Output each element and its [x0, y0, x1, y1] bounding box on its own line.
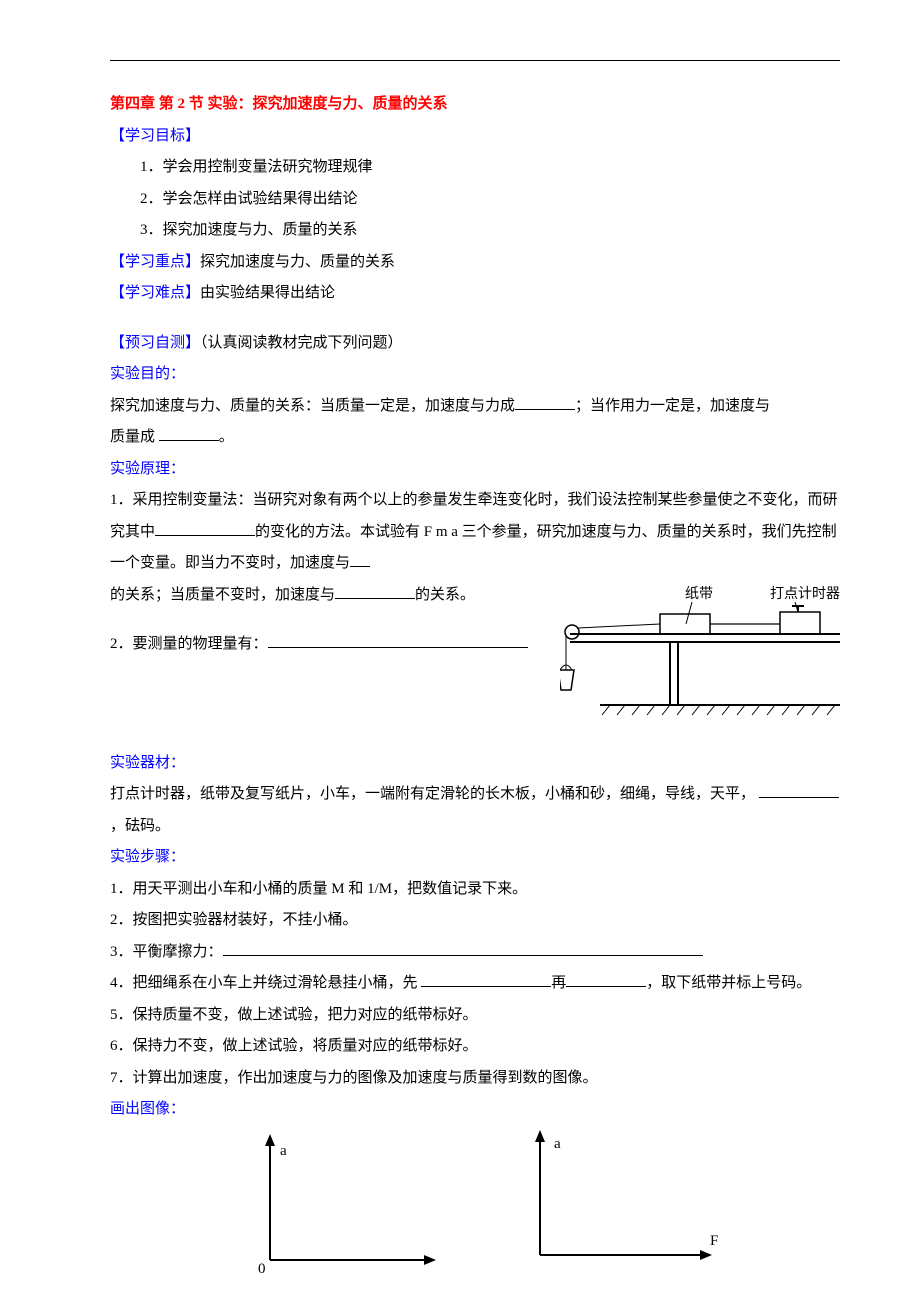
- blank: [268, 632, 528, 648]
- step-4: 4．把细绳系在小车上并绕过滑轮悬挂小桶，先 再 ，取下纸带并标上号码。: [110, 968, 840, 1000]
- blank: [335, 583, 415, 599]
- step-3: 3．平衡摩擦力：: [110, 937, 840, 969]
- step-4a: 4．把细绳系在小车上并绕过滑轮悬挂小桶，先: [110, 975, 421, 991]
- chart-a-left: a 0: [240, 1130, 440, 1275]
- step-7: 7．计算出加速度，作出加速度与力的图像及加速度与质量得到数的图像。: [110, 1063, 840, 1095]
- step-1: 1．用天平测出小车和小桶的质量 M 和 1/M，把数值记录下来。: [110, 874, 840, 906]
- spacer: [110, 310, 840, 328]
- timer-label: 打点计时器: [770, 585, 840, 602]
- step-2: 2．按图把实验器材装好，不挂小桶。: [110, 905, 840, 937]
- aim-p1: 探究加速度与力、质量的关系：当质量一定是，加速度与力成: [110, 398, 515, 414]
- difficulty-header: 【学习难点】: [110, 285, 200, 301]
- aim-p3: 质量成: [110, 429, 159, 445]
- principle-text: 1．采用控制变量法：当研究对象有两个以上的参量发生牵连变化时，我们设法控制某些参…: [110, 485, 840, 580]
- blank: [350, 551, 370, 567]
- aim-text: 探究加速度与力、质量的关系：当质量一定是，加速度与力成 ；当作用力一定是，加速度与: [110, 391, 840, 423]
- blank: [566, 971, 646, 987]
- difficulty-row: 【学习难点】由实验结果得出结论: [110, 278, 840, 310]
- chapter-title: 第四章 第 2 节 实验：探究加速度与力、质量的关系: [110, 89, 840, 121]
- blank: [759, 782, 839, 798]
- aim-p2: ；当作用力一定是，加速度与: [575, 398, 770, 414]
- measure-text: 2．要测量的物理量有：: [110, 636, 268, 652]
- top-rule: [110, 60, 840, 61]
- objectives-header: 【学习目标】: [110, 121, 840, 153]
- chart-left-ylabel: a: [280, 1143, 287, 1159]
- draw-label: 画出图像：: [110, 1094, 840, 1126]
- objective-item: 1．学会用控制变量法研究物理规律: [110, 152, 840, 184]
- blank: [421, 971, 551, 987]
- blank: [155, 520, 255, 536]
- preview-note: （认真阅读教材完成下列问题）: [200, 335, 403, 351]
- apparatus-text: 打点计时器，纸带及复写纸片，小车，一端附有定滑轮的长木板，小桶和砂，细绳，导线，…: [110, 779, 840, 842]
- tape-label: 纸带: [685, 586, 713, 602]
- charts-row: a 0 a F: [110, 1130, 840, 1275]
- steps-label: 实验步骤：: [110, 842, 840, 874]
- principle-p3: 的关系；当质量不变时，加速度与: [110, 587, 335, 603]
- principle-p4: 的关系。: [415, 587, 475, 603]
- keypoint-text: 探究加速度与力、质量的关系: [200, 254, 395, 270]
- step-4b: 再: [551, 975, 566, 991]
- chart-right-xlabel: F: [710, 1233, 718, 1249]
- aim-text-2: 质量成 。: [110, 422, 840, 454]
- chart-a-right: a F: [520, 1130, 720, 1275]
- aim-label: 实验目的：: [110, 359, 840, 391]
- apparatus-svg: 纸带 打点计时器: [560, 580, 840, 740]
- objective-item: 2．学会怎样由试验结果得出结论: [110, 184, 840, 216]
- preview-row: 【预习自测】（认真阅读教材完成下列问题）: [110, 328, 840, 360]
- step-3a: 3．平衡摩擦力：: [110, 944, 223, 960]
- aim-p4: 。: [219, 429, 234, 445]
- preview-header: 【预习自测】: [110, 335, 200, 351]
- blank: [223, 940, 703, 956]
- apparatus-p1: 打点计时器，纸带及复写纸片，小车，一端附有定滑轮的长木板，小桶和砂，细绳，导线，…: [110, 786, 759, 802]
- step-4c: ，取下纸带并标上号码。: [646, 975, 811, 991]
- apparatus-p2: ，砝码。: [110, 818, 170, 834]
- apparatus-figure: 纸带 打点计时器: [560, 580, 840, 740]
- keypoint-row: 【学习重点】探究加速度与力、质量的关系: [110, 247, 840, 279]
- blank: [515, 394, 575, 410]
- objective-item: 3．探究加速度与力、质量的关系: [110, 215, 840, 247]
- chart-left-origin: 0: [258, 1261, 266, 1275]
- principle-label: 实验原理：: [110, 454, 840, 486]
- page: 第四章 第 2 节 实验：探究加速度与力、质量的关系 【学习目标】 1．学会用控…: [0, 0, 920, 1315]
- chart-right-ylabel: a: [554, 1136, 561, 1152]
- step-5: 5．保持质量不变，做上述试验，把力对应的纸带标好。: [110, 1000, 840, 1032]
- step-6: 6．保持力不变，做上述试验，将质量对应的纸带标好。: [110, 1031, 840, 1063]
- blank: [159, 425, 219, 441]
- keypoint-header: 【学习重点】: [110, 254, 200, 270]
- apparatus-label: 实验器材：: [110, 748, 840, 780]
- difficulty-text: 由实验结果得出结论: [200, 285, 335, 301]
